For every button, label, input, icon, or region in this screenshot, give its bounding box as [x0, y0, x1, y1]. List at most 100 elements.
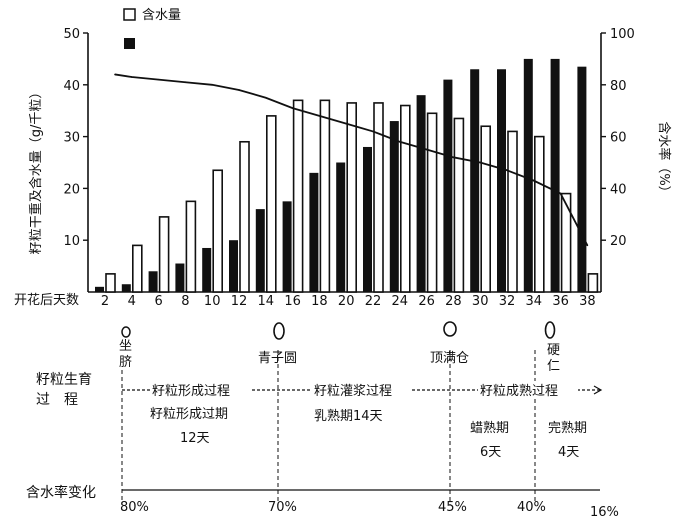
process-section: 籽粒生育 过 程 籽粒形成过程 籽粒灌浆过程 籽粒成熟过程 籽粒形成过期 12天… [36, 350, 603, 505]
bar-filled [255, 209, 265, 292]
process-2: 籽粒灌浆过程 [314, 384, 392, 399]
bar-filled [497, 69, 506, 292]
bar-hollow [480, 125, 492, 293]
moisture-point [318, 115, 321, 117]
moisture-value-5: 16% [590, 505, 619, 520]
moisture-change-row: 含水率变化 80% 70% 45% 40% 16% [26, 484, 619, 520]
bar-filled [336, 162, 346, 292]
bar-filled [229, 240, 238, 292]
moisture-point [479, 161, 482, 164]
bar-hollow [212, 169, 223, 293]
moisture-point [345, 122, 348, 125]
period-4-days: 4天 [558, 445, 579, 460]
left-tick-label: 50 [63, 27, 80, 42]
x-tick-label: 4 [128, 294, 136, 309]
bar-hollow [399, 104, 411, 293]
moisture-point [184, 81, 187, 84]
bar-filled [443, 79, 453, 293]
left-axis-title: 籽粒干重及含水量（g/千粒） [28, 86, 44, 255]
moisture-point [114, 73, 116, 76]
moisture-point [586, 244, 589, 247]
moisture-change-label: 含水率变化 [26, 484, 96, 501]
bar-filled [148, 271, 158, 292]
bar-filled [416, 95, 426, 292]
x-tick-label: 24 [392, 294, 409, 309]
x-tick-label: 32 [499, 294, 516, 309]
grain-stage-icon [121, 326, 131, 338]
bar-filled [175, 263, 185, 292]
bar-hollow [426, 112, 438, 293]
right-tick-label: 60 [610, 131, 627, 146]
left-tick-label: 10 [63, 234, 80, 249]
right-axis-title: 含水率（%） [656, 121, 672, 198]
stage-markers: 坐脐 青子圆 顶满仓 硬仁 [119, 321, 560, 374]
right-tick-label: 20 [610, 234, 627, 249]
right-tick-label: 100 [610, 27, 635, 42]
bar-filled [121, 284, 131, 292]
bar-hollow [265, 115, 277, 293]
grain-stage-icon [443, 321, 457, 337]
right-tick-label: 40 [610, 182, 627, 197]
moisture-point [399, 140, 401, 143]
x-axis-ticks: 2 4 6 8 10 12 14 16 18 20 22 24 26 28 30 32 34 36 38 [101, 294, 596, 309]
left-tick-label: 40 [63, 79, 80, 94]
x-tick-label: 2 [101, 294, 109, 309]
bar-filled [389, 121, 399, 292]
bar-hollow [453, 117, 465, 293]
left-tick-label: 20 [63, 182, 80, 197]
moisture-value-3: 45% [438, 500, 467, 515]
x-tick-label: 6 [154, 294, 162, 309]
left-tick-label: 30 [63, 131, 80, 146]
period-3-name: 蜡熟期 [470, 420, 509, 436]
stage-label-4: 硬仁 [547, 343, 560, 374]
right-axis-ticks: 20 40 60 80 100 [601, 27, 635, 249]
moisture-point [372, 130, 374, 133]
arrow-head [593, 385, 603, 395]
bars [95, 58, 599, 293]
bar-hollow [587, 273, 599, 293]
moisture-value-2: 70% [268, 500, 297, 515]
grain-stage-icon [273, 322, 285, 340]
right-tick-label: 80 [610, 79, 627, 94]
x-tick-label: 20 [338, 294, 355, 309]
stage-label-1: 坐脐 [119, 339, 132, 370]
bar-filled [470, 69, 480, 292]
x-tick-label: 16 [284, 294, 301, 309]
x-tick-label: 22 [365, 294, 382, 309]
period-1-days: 12天 [180, 431, 210, 446]
moisture-point [211, 84, 213, 86]
process-label-line1: 籽粒生育 [36, 372, 92, 388]
moisture-point [506, 169, 508, 172]
bar-filled [523, 58, 533, 293]
bar-hollow [132, 244, 143, 293]
legend-swatch-filled [124, 38, 135, 49]
period-4-name: 完熟期 [548, 420, 587, 436]
period-3-days: 6天 [480, 445, 501, 460]
moisture-line-layer [114, 73, 589, 247]
legend-label-1: 含水量 [142, 7, 181, 23]
bar-filled [577, 66, 587, 292]
x-tick-label: 12 [231, 294, 248, 309]
moisture-point [131, 76, 133, 78]
x-tick-label: 28 [445, 294, 462, 309]
bar-filled [95, 286, 104, 292]
moisture-point [425, 148, 428, 151]
x-axis-title: 开花后天数 [14, 292, 79, 308]
x-tick-label: 30 [472, 294, 489, 309]
legend: 含水量 [123, 7, 181, 49]
x-tick-label: 36 [552, 294, 569, 309]
grain-stage-icon [544, 321, 556, 339]
left-axis-ticks: 10 20 30 40 50 [63, 27, 88, 249]
process-label-line2: 过 程 [36, 392, 78, 408]
bar-hollow [292, 99, 304, 293]
moisture-point [452, 156, 455, 159]
bar-filled [309, 172, 319, 292]
x-tick-label: 34 [526, 294, 543, 309]
moisture-point [533, 179, 535, 182]
bar-hollow [560, 192, 572, 293]
legend-swatch-hollow [123, 8, 136, 21]
bar-hollow [105, 273, 116, 293]
process-3: 籽粒成熟过程 [480, 383, 558, 399]
moisture-point [238, 89, 240, 91]
